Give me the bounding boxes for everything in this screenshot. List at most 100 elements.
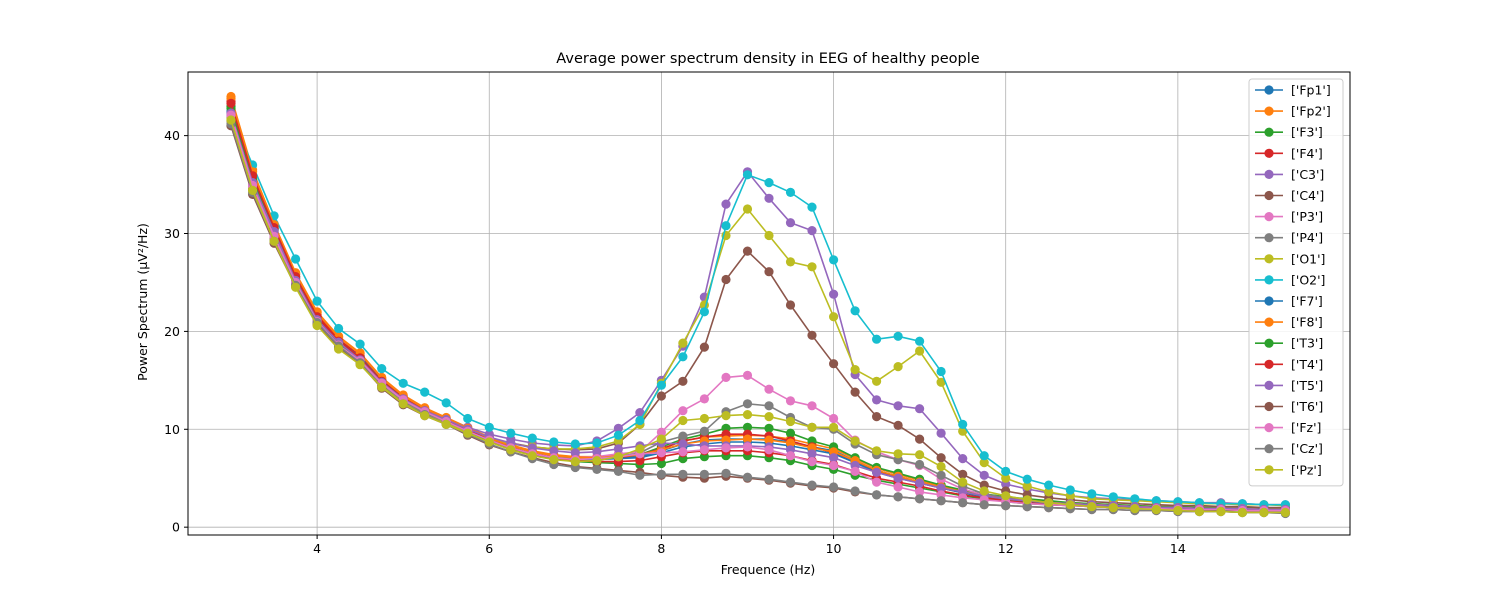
data-point [570, 457, 580, 467]
legend-label: ['Pz'] [1291, 462, 1322, 477]
legend-item: ['Fp2'] [1255, 104, 1331, 119]
data-point [1001, 466, 1011, 476]
data-point [1022, 474, 1032, 484]
legend-item: ['T5'] [1255, 378, 1323, 393]
data-point [1216, 506, 1226, 517]
data-point [785, 257, 796, 267]
series-18 [226, 115, 1290, 518]
data-point [699, 307, 710, 317]
data-point [893, 420, 903, 430]
legend-label: ['Fp2'] [1291, 104, 1331, 119]
data-point [807, 401, 817, 411]
legend-item: ['C3'] [1255, 167, 1324, 182]
data-point [742, 472, 753, 482]
x-tick-label: 6 [485, 541, 493, 556]
data-point [979, 470, 989, 480]
series-5 [226, 116, 1290, 513]
data-point [1173, 505, 1183, 516]
x-tick-label: 8 [657, 541, 665, 556]
data-point [678, 439, 688, 449]
series-line [230, 110, 1286, 511]
data-point [915, 494, 925, 504]
data-point [850, 486, 860, 496]
series-line [230, 107, 1286, 512]
data-point [377, 382, 387, 392]
data-point [742, 399, 753, 409]
data-point [1001, 501, 1011, 511]
data-point [1022, 481, 1032, 491]
series-6 [226, 111, 1290, 515]
data-point [678, 469, 688, 479]
data-point [678, 447, 688, 457]
data-point [785, 438, 796, 448]
data-point [656, 434, 667, 444]
legend-marker [1264, 212, 1274, 222]
data-point [915, 404, 925, 414]
legend-label: ['F3'] [1291, 125, 1323, 140]
legend-label: ['T6'] [1291, 399, 1323, 414]
data-point [915, 450, 925, 460]
legend-item: ['C4'] [1255, 188, 1324, 203]
legend-label: ['F7'] [1291, 294, 1323, 309]
data-point [570, 439, 580, 449]
data-point [291, 282, 301, 292]
series-14 [226, 108, 1290, 515]
legend-label: ['F8'] [1291, 315, 1323, 330]
y-axis-label: Power Spectrum (μV²/Hz) [135, 223, 150, 381]
legend-item: ['F8'] [1255, 315, 1323, 330]
data-point [678, 338, 688, 348]
data-point [463, 413, 473, 424]
data-point [936, 453, 946, 463]
data-point [764, 230, 774, 241]
series-10 [226, 107, 1290, 516]
data-point [484, 422, 494, 432]
data-point [613, 452, 624, 462]
y-tick-label: 40 [164, 128, 180, 143]
data-point [441, 398, 451, 408]
data-point [785, 428, 796, 438]
data-point [420, 411, 430, 421]
data-point [699, 426, 710, 436]
data-point [829, 289, 839, 299]
grid-lines [188, 72, 1350, 535]
legend-label: ['T5'] [1291, 378, 1323, 393]
data-point [656, 458, 667, 469]
chart-title: Average power spectrum density in EEG of… [556, 51, 979, 67]
data-point [355, 339, 365, 349]
legend-label: ['C3'] [1291, 167, 1324, 182]
data-point [829, 413, 839, 424]
data-point [764, 423, 774, 433]
data-point [936, 428, 946, 438]
legend-marker [1264, 380, 1274, 390]
legend-item: ['F4'] [1255, 146, 1323, 161]
data-point [785, 477, 796, 487]
data-point [635, 456, 645, 466]
legend-label: ['Cz'] [1291, 441, 1323, 456]
data-point [592, 464, 602, 474]
data-point [764, 384, 774, 394]
data-point [872, 376, 882, 386]
legend-item: ['P4'] [1255, 230, 1323, 245]
legend: ['Fp1'] ['Fp2'] ['F3'] ['F4'] ['C3'] ['C4'] ['… [1248, 78, 1344, 487]
x-tick-label: 14 [1170, 541, 1186, 556]
data-point [872, 446, 882, 456]
data-point [656, 448, 667, 458]
data-point [807, 457, 817, 467]
data-point [936, 377, 946, 387]
legend-marker [1264, 254, 1274, 264]
data-point [807, 226, 817, 236]
legend-marker [1264, 106, 1274, 116]
data-point [764, 412, 774, 422]
data-point [463, 428, 473, 438]
data-point [915, 346, 925, 356]
data-point [420, 387, 430, 397]
data-point [1194, 506, 1204, 517]
data-point [764, 435, 774, 445]
series-line [230, 103, 1286, 512]
data-point [721, 199, 731, 209]
data-point [1280, 507, 1290, 518]
series-line [230, 117, 1286, 511]
data-point [979, 486, 989, 496]
data-point [742, 410, 753, 420]
legend-marker [1264, 296, 1274, 306]
